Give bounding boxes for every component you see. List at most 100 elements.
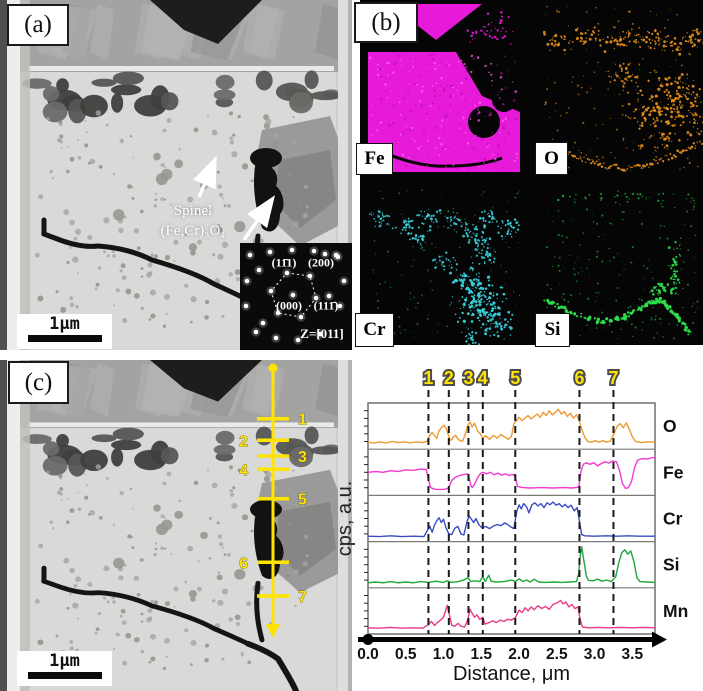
- speckle: [652, 336, 655, 339]
- speckle: [482, 161, 486, 164]
- speckle: [485, 303, 488, 306]
- spinel-grain-inner: [272, 150, 336, 228]
- speckle: [690, 225, 693, 228]
- speckle: [690, 93, 693, 96]
- speckle: [477, 239, 480, 242]
- speckle: [415, 83, 418, 86]
- speckle: [694, 96, 697, 100]
- speckle: [507, 74, 509, 76]
- speckle: [647, 300, 651, 304]
- speckle: [473, 147, 475, 149]
- speckle: [484, 204, 486, 206]
- speckle: [386, 254, 388, 256]
- speckle: [581, 32, 584, 35]
- speckle: [434, 218, 437, 221]
- oxide-blob: [310, 446, 342, 455]
- speckle: [614, 63, 617, 65]
- speckle: [440, 212, 442, 215]
- speckle: [507, 310, 511, 314]
- speckle: [387, 221, 389, 223]
- speckle: [178, 499, 182, 503]
- speckle: [174, 510, 184, 520]
- speckle: [595, 155, 598, 158]
- diffraction-label-111: (111̄): [313, 298, 339, 313]
- speckle: [619, 32, 621, 34]
- speckle: [588, 37, 592, 41]
- speckle: [381, 198, 383, 199]
- speckle: [69, 508, 75, 513]
- speckle: [651, 109, 654, 112]
- speckle: [567, 166, 570, 169]
- speckle: [437, 129, 439, 131]
- speckle: [103, 250, 107, 254]
- speckle: [644, 119, 647, 122]
- speckle: [488, 35, 492, 38]
- speckle: [644, 108, 649, 112]
- speckle: [131, 196, 135, 200]
- speckle: [686, 133, 688, 135]
- speckle: [197, 239, 202, 245]
- speckle: [641, 58, 644, 60]
- speckle: [216, 521, 220, 525]
- shape: [348, 360, 352, 691]
- speckle: [655, 36, 658, 39]
- speckle: [617, 20, 620, 23]
- speckle: [628, 165, 630, 167]
- speckle: [372, 213, 374, 215]
- speckle: [654, 28, 657, 31]
- speckle: [622, 139, 625, 142]
- speckle: [130, 186, 134, 189]
- speckle: [670, 97, 672, 99]
- speckle: [488, 327, 492, 330]
- speckle: [656, 292, 659, 295]
- speckle: [546, 130, 548, 132]
- speckle: [475, 280, 477, 283]
- speckle: [63, 557, 70, 564]
- speckle: [591, 213, 593, 215]
- speckle: [691, 112, 694, 115]
- speckle: [119, 491, 125, 496]
- speckle: [656, 332, 659, 334]
- speckle: [649, 123, 652, 126]
- speckle: [490, 62, 493, 65]
- speckle: [652, 277, 654, 280]
- speckle: [153, 152, 161, 161]
- speckle: [671, 105, 673, 107]
- speckle: [695, 120, 697, 122]
- speckle: [574, 200, 576, 202]
- speckle: [563, 48, 566, 52]
- speckle: [442, 89, 446, 93]
- speckle: [449, 304, 452, 307]
- speckle: [95, 110, 102, 116]
- speckle: [432, 237, 434, 239]
- oxide-blob: [91, 78, 117, 87]
- speckle: [681, 104, 683, 106]
- speckle: [491, 213, 494, 216]
- speckle: [629, 75, 632, 78]
- speckle: [580, 157, 582, 160]
- speckle: [371, 121, 373, 123]
- speckle: [634, 75, 637, 79]
- speckle: [430, 280, 432, 282]
- speckle: [467, 228, 469, 230]
- speckle: [426, 119, 429, 121]
- diffraction-spot: [341, 278, 347, 284]
- speckle: [556, 129, 559, 132]
- speckle: [486, 145, 488, 148]
- speckle: [508, 229, 510, 231]
- speckle: [462, 302, 466, 307]
- speckle: [380, 98, 383, 101]
- speckle: [207, 115, 210, 118]
- speckle: [73, 236, 78, 241]
- speckle: [440, 125, 443, 128]
- speckle: [677, 114, 681, 118]
- speckle: [400, 232, 403, 235]
- speckle: [479, 300, 481, 302]
- speckle: [484, 115, 486, 118]
- speckle: [631, 166, 634, 169]
- speckle: [166, 118, 172, 123]
- speckle: [629, 166, 632, 169]
- speckle: [505, 241, 507, 243]
- speckle: [436, 262, 438, 264]
- speckle: [470, 236, 472, 238]
